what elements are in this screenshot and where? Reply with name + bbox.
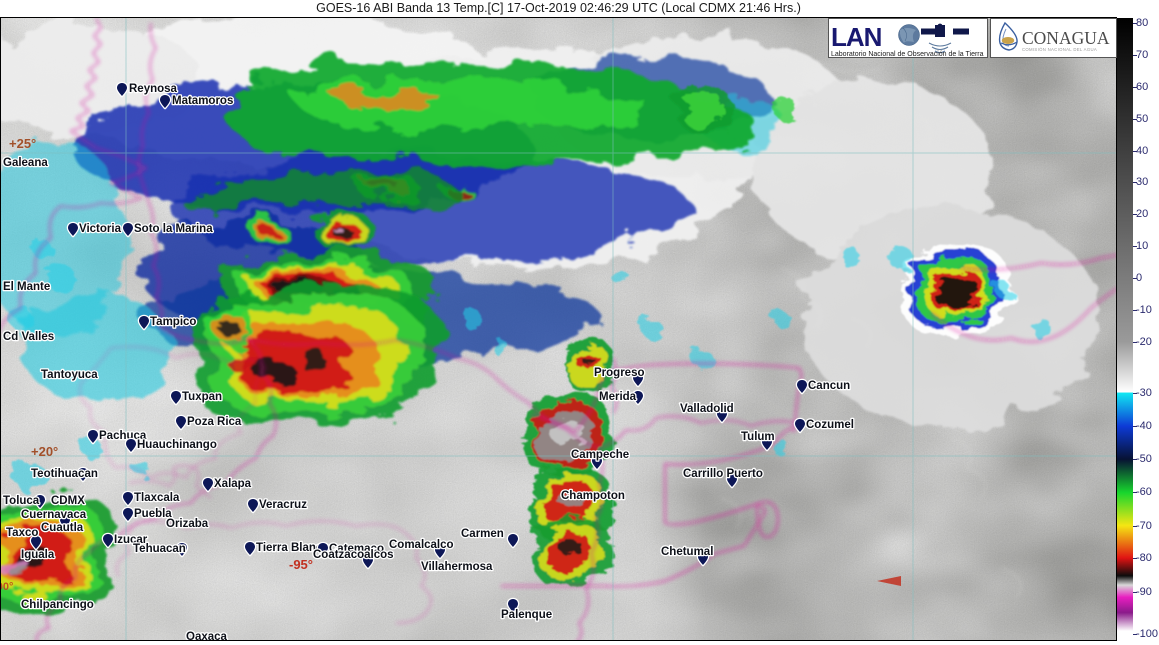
svg-text:Chilpancingo: Chilpancingo bbox=[21, 599, 94, 611]
svg-text:COMISIÓN NACIONAL DEL AGUA: COMISIÓN NACIONAL DEL AGUA bbox=[1022, 47, 1097, 52]
svg-text:Orizaba: Orizaba bbox=[166, 518, 209, 530]
svg-text:-95°: -95° bbox=[289, 557, 313, 572]
svg-text:+20°: +20° bbox=[31, 444, 58, 459]
svg-text:Poza Rica: Poza Rica bbox=[187, 416, 242, 428]
svg-text:Cuautla: Cuautla bbox=[41, 522, 84, 534]
svg-text:-100°: -100° bbox=[1, 581, 13, 593]
svg-text:Merida: Merida bbox=[599, 391, 637, 403]
svg-text:Tuxpan: Tuxpan bbox=[182, 391, 222, 403]
svg-text:Teotihuacan: Teotihuacan bbox=[31, 468, 98, 480]
svg-text:Galeana: Galeana bbox=[3, 157, 48, 169]
svg-text:Laboratorio Nacional de Observ: Laboratorio Nacional de Observación de l… bbox=[831, 51, 984, 58]
svg-text:Progreso: Progreso bbox=[594, 367, 645, 379]
svg-text:Xalapa: Xalapa bbox=[214, 478, 252, 490]
svg-text:Oaxaca: Oaxaca bbox=[186, 631, 228, 641]
svg-text:Victoria: Victoria bbox=[79, 223, 122, 235]
svg-text:Taxco: Taxco bbox=[6, 527, 38, 539]
svg-text:Veracruz: Veracruz bbox=[259, 499, 307, 511]
svg-text:Cuernavaca: Cuernavaca bbox=[21, 509, 87, 521]
svg-text:Cancun: Cancun bbox=[808, 380, 850, 392]
svg-text:Iguala: Iguala bbox=[21, 549, 55, 561]
svg-text:Villahermosa: Villahermosa bbox=[421, 561, 493, 573]
svg-text:Tulum: Tulum bbox=[741, 431, 775, 443]
svg-text:LAN: LAN bbox=[831, 22, 882, 52]
svg-text:Champoton: Champoton bbox=[561, 490, 625, 502]
svg-text:Campeche: Campeche bbox=[571, 449, 629, 461]
svg-text:Palenque: Palenque bbox=[501, 609, 552, 621]
svg-text:Tehuacan: Tehuacan bbox=[133, 543, 186, 555]
svg-text:Tantoyuca: Tantoyuca bbox=[41, 369, 98, 381]
svg-text:Coatzacoalcos: Coatzacoalcos bbox=[313, 549, 394, 561]
svg-text:Tampico: Tampico bbox=[150, 316, 196, 328]
svg-text:Soto la Marina: Soto la Marina bbox=[134, 223, 213, 235]
svg-text:Comalcalco: Comalcalco bbox=[389, 539, 454, 551]
svg-text:Chetumal: Chetumal bbox=[661, 546, 713, 558]
svg-text:Carrillo Puerto: Carrillo Puerto bbox=[683, 468, 763, 480]
svg-text:Carmen: Carmen bbox=[461, 528, 504, 540]
svg-text:Cd Valles: Cd Valles bbox=[3, 331, 54, 343]
svg-text:Valladolid: Valladolid bbox=[680, 403, 734, 415]
svg-text:Toluca: Toluca bbox=[3, 495, 40, 507]
svg-text:CONAGUA: CONAGUA bbox=[1022, 28, 1110, 48]
svg-text:Reynosa: Reynosa bbox=[129, 83, 178, 95]
svg-text:+25°: +25° bbox=[9, 136, 36, 151]
svg-text:Tlaxcala: Tlaxcala bbox=[134, 492, 180, 504]
svg-text:Matamoros: Matamoros bbox=[172, 95, 233, 107]
svg-text:El Mante: El Mante bbox=[3, 281, 50, 293]
svg-text:CDMX: CDMX bbox=[51, 495, 85, 507]
svg-text:Huauchinango: Huauchinango bbox=[137, 439, 217, 451]
svg-text:Cozumel: Cozumel bbox=[806, 419, 854, 431]
